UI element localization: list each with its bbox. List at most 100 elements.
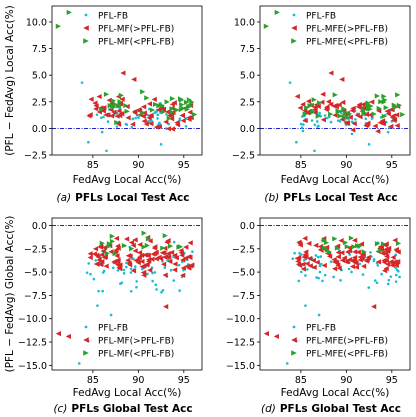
point-pfl-fb (115, 125, 119, 128)
legend-marker-lt (83, 350, 89, 356)
legend-marker-gt (291, 337, 297, 343)
point-pfl-gt (294, 93, 300, 100)
point-pfl-fb (398, 275, 401, 279)
point-pfl-gt (365, 254, 371, 260)
point-pfl-gt (108, 249, 114, 255)
y-tick-label: −2.5 (24, 244, 47, 255)
point-pfl-lt (162, 233, 168, 239)
legend-label: PFL-FB (98, 324, 128, 334)
x-tick-label: 85 (87, 160, 99, 171)
point-pfl-gt (365, 120, 371, 126)
point-pfl-gt (115, 257, 121, 263)
point-pfl-lt (323, 240, 330, 246)
point-pfl-fb (160, 290, 163, 294)
point-pfl-gt (103, 112, 109, 118)
point-pfl-fb (373, 279, 377, 282)
legend: PFL-FB PFL-MF(>PFL-FB) PFL-MF(<PFL-FB) (83, 12, 174, 48)
point-pfl-gt (335, 249, 341, 256)
point-pfl-fb (376, 264, 380, 267)
point-pfl-fb (109, 313, 113, 317)
point-pfl-gt (339, 250, 345, 256)
point-pfl-gt (303, 253, 309, 260)
point-pfl-gt (100, 248, 106, 254)
point-pfl-fb (99, 116, 103, 120)
point-pfl-fb (372, 259, 376, 263)
legend-marker-gt (83, 337, 89, 343)
point-pfl-fb (364, 117, 368, 121)
point-pfl-gt (384, 108, 390, 114)
point-pfl-fb (288, 81, 292, 84)
point-pfl-gt (180, 118, 186, 124)
point-pfl-gt (97, 261, 103, 267)
point-pfl-gt (300, 266, 306, 272)
point-pfl-fb (318, 264, 322, 268)
point-pfl-gt (160, 261, 167, 267)
point-pfl-gt (339, 257, 345, 263)
point-pfl-fb (310, 119, 314, 122)
point-pfl-gt (141, 118, 147, 124)
x-axis-label: FedAvg Local Acc(%) (73, 387, 182, 399)
point-pfl-lt (145, 236, 152, 242)
point-pfl-fb (178, 289, 181, 292)
point-pfl-lt (263, 23, 269, 29)
point-pfl-lt (351, 244, 357, 250)
x-tick-label: 95 (386, 375, 398, 386)
point-pfl-gt (113, 235, 120, 242)
y-tick-label: −12.5 (18, 338, 47, 349)
point-pfl-lt (140, 110, 146, 116)
caption-title: PFLs Local Test Acc (283, 192, 397, 204)
point-pfl-gt (152, 251, 158, 257)
point-pfl-gt (328, 101, 334, 107)
point-pfl-fb (300, 126, 304, 129)
point-pfl-lt (169, 109, 175, 115)
point-pfl-gt (310, 257, 316, 264)
point-pfl-gt (300, 261, 306, 267)
legend-marker-fb (292, 13, 296, 17)
point-pfl-lt (335, 108, 341, 114)
point-pfl-gt (295, 258, 301, 264)
point-pfl-fb (302, 123, 305, 126)
point-pfl-gt (143, 262, 149, 268)
point-pfl-lt (365, 102, 372, 109)
y-tick-label: 7.5 (240, 44, 255, 55)
point-pfl-fb (156, 113, 160, 117)
point-pfl-fb (291, 257, 295, 260)
point-pfl-gt (165, 238, 171, 244)
point-pfl-gt (101, 254, 107, 261)
point-pfl-gt (92, 100, 98, 106)
point-pfl-fb (92, 277, 96, 281)
y-tick-label: −7.5 (232, 291, 255, 302)
point-pfl-gt (101, 245, 108, 251)
point-pfl-gt (97, 243, 103, 250)
point-pfl-fb (95, 113, 99, 116)
point-pfl-gt (114, 113, 120, 119)
point-pfl-gt (179, 112, 185, 119)
x-tick-label: 95 (178, 160, 190, 171)
point-pfl-gt (132, 248, 138, 254)
legend-label: PFL-MFE(<PFL-FB) (306, 350, 388, 360)
point-pfl-fb (96, 304, 99, 307)
point-pfl-gt (172, 261, 178, 267)
point-pfl-fb (317, 313, 321, 317)
point-pfl-gt (119, 96, 125, 102)
point-pfl-gt (114, 243, 121, 249)
point-pfl-fb (380, 272, 383, 276)
point-pfl-gt (304, 261, 310, 267)
point-pfl-fb (394, 273, 398, 277)
point-pfl-gt (369, 99, 375, 105)
point-pfl-fb (165, 113, 168, 116)
caption-prefix: (a) (57, 192, 72, 204)
point-pfl-gt (166, 254, 172, 260)
x-tick-label: 90 (340, 375, 352, 386)
point-pfl-fb (367, 143, 371, 146)
point-pfl-gt (103, 263, 109, 269)
point-pfl-gt (324, 105, 330, 111)
point-pfl-fb (172, 240, 176, 244)
point-pfl-lt (348, 235, 355, 241)
point-pfl-fb (318, 270, 322, 274)
point-pfl-gt (335, 243, 341, 249)
point-pfl-gt (395, 259, 401, 265)
point-pfl-fb (350, 132, 354, 136)
point-pfl-fb (146, 272, 149, 276)
